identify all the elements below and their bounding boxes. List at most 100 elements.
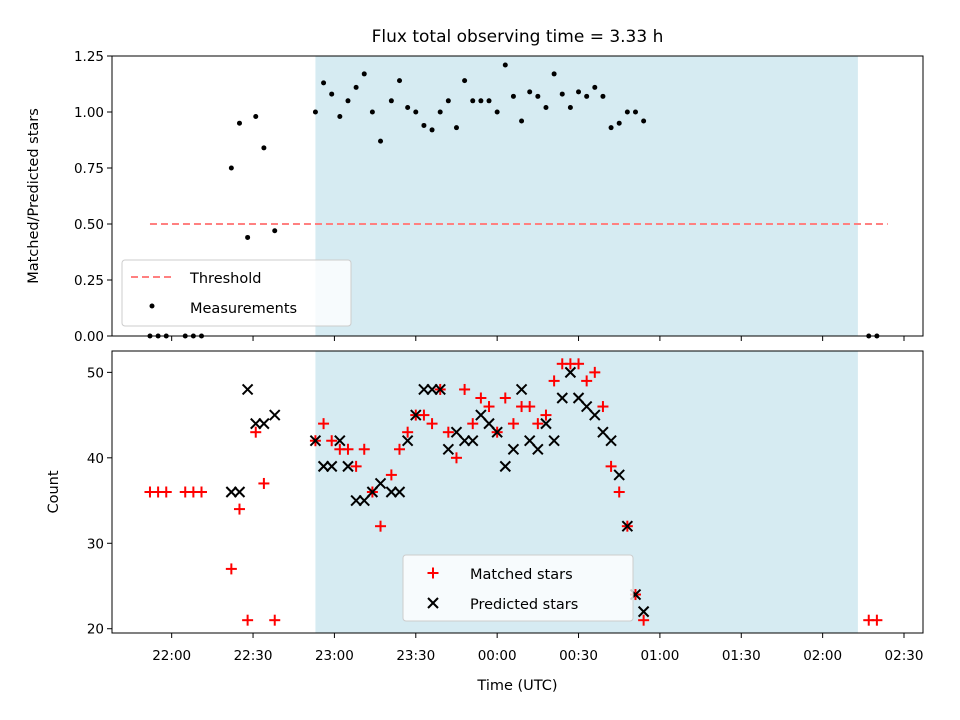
measurement-point xyxy=(600,93,606,99)
legend-predicted-label: Predicted stars xyxy=(470,597,578,613)
cross-b xyxy=(523,435,536,447)
predicted-star-point xyxy=(410,409,422,421)
matched-star-point xyxy=(467,418,479,430)
ratio-y-ticks: 0.00 0.25 0.50 0.75 1.00 1.25 xyxy=(74,49,112,345)
predicted-star-point xyxy=(605,435,617,447)
measurement-point xyxy=(228,165,234,171)
measurement-point xyxy=(337,113,343,119)
matched-star-point xyxy=(375,520,387,532)
measurement-point xyxy=(567,105,573,111)
predicted-star-point xyxy=(499,460,512,473)
predicted-star-point xyxy=(258,417,270,430)
x-tick-label: 00:30 xyxy=(559,648,598,664)
ratio-x-ticks xyxy=(171,336,905,341)
cross-b xyxy=(450,426,463,438)
cross-b xyxy=(401,435,414,447)
cross-b xyxy=(532,443,544,455)
count-panel: 20 30 40 50 22:00 22:30 23:00 23:30 00:00 00:30 0… xyxy=(46,350,924,694)
measurement-point xyxy=(502,62,508,68)
cross-b xyxy=(580,400,593,413)
y-tick-label: 50 xyxy=(87,365,104,381)
predicted-star-point xyxy=(250,417,262,430)
predicted-star-point xyxy=(597,426,609,438)
y-tick-label: 1.25 xyxy=(74,49,104,65)
measurement-point xyxy=(236,120,242,126)
x-tick-label: 01:30 xyxy=(722,648,761,664)
measurement-point xyxy=(641,118,647,124)
matched-star-point xyxy=(548,375,560,387)
cross-b xyxy=(342,460,354,473)
predicted-star-point xyxy=(374,477,387,490)
predicted-star-point xyxy=(317,460,330,473)
legend-threshold-label: Threshold xyxy=(189,271,261,287)
cross-b xyxy=(250,417,262,430)
predicted-star-point xyxy=(556,392,568,404)
y-tick-label: 0.00 xyxy=(74,329,104,345)
count-y-ticks: 20 30 40 50 xyxy=(87,365,112,638)
predicted-star-point xyxy=(342,460,354,473)
x-tick-label: 23:00 xyxy=(315,648,354,664)
count-y-axis-label: Count xyxy=(46,470,62,513)
measurement-point xyxy=(345,98,351,104)
predicted-star-point xyxy=(325,460,338,473)
measurement-point xyxy=(397,78,403,84)
matched-star-point xyxy=(242,614,254,626)
predicted-star-point xyxy=(589,409,601,421)
x-tick-label: 23:30 xyxy=(396,648,435,664)
predicted-star-point xyxy=(515,383,528,396)
cross-b xyxy=(467,435,479,447)
matched-star-point xyxy=(426,418,438,430)
cross-b xyxy=(358,494,370,507)
cross-b xyxy=(572,392,585,404)
predicted-star-point xyxy=(241,383,254,396)
cross-b xyxy=(350,494,362,507)
measurement-point xyxy=(608,125,614,131)
measurement-point xyxy=(510,93,516,99)
matched-star-point xyxy=(394,443,406,455)
measurement-point xyxy=(486,98,492,104)
measurement-point xyxy=(527,89,533,95)
measurement-point xyxy=(584,93,590,99)
predicted-star-point xyxy=(426,383,438,396)
predicted-star-point xyxy=(450,426,463,438)
matched-star-point xyxy=(418,409,430,421)
measurement-point xyxy=(272,228,278,234)
predicted-star-point xyxy=(225,486,238,498)
matched-star-point xyxy=(589,366,601,378)
cross-b xyxy=(499,460,512,473)
cross-b xyxy=(491,426,503,438)
matched-star-point xyxy=(475,392,487,404)
matched-star-point xyxy=(326,435,338,447)
count-legend: Matched stars Predicted stars xyxy=(402,554,634,622)
predicted-star-point xyxy=(401,435,414,447)
legend-plus-marker xyxy=(427,567,439,579)
cross-b xyxy=(442,443,455,455)
cross-b xyxy=(613,469,625,481)
measurement-point xyxy=(535,93,541,99)
y-tick-label: 0.50 xyxy=(74,217,104,233)
matched-star-point xyxy=(233,503,245,515)
matched-star-point xyxy=(402,426,414,438)
predicted-star-point xyxy=(350,494,362,507)
predicted-star-point xyxy=(613,469,625,481)
predicted-star-point xyxy=(475,409,487,421)
measurement-point xyxy=(551,71,557,77)
matched-star-point xyxy=(450,452,462,464)
x-tick-label: 22:00 xyxy=(152,648,191,664)
measurement-point xyxy=(624,109,630,115)
predicted-star-point xyxy=(507,443,520,455)
x-tick-label: 01:00 xyxy=(640,648,679,664)
chart-title: Flux total observing time = 3.33 h xyxy=(372,27,664,47)
cross-b xyxy=(540,417,552,430)
predicted-star-point xyxy=(580,400,593,413)
measurement-point xyxy=(405,105,411,111)
measurement-point xyxy=(253,113,259,119)
x-tick-label: 00:00 xyxy=(478,648,517,664)
measurement-point xyxy=(559,91,565,97)
predicted-star-point xyxy=(418,383,430,396)
predicted-star-point xyxy=(572,392,585,404)
predicted-star-point xyxy=(483,417,495,430)
matched-star-point xyxy=(605,460,617,472)
matched-star-point xyxy=(499,392,511,404)
